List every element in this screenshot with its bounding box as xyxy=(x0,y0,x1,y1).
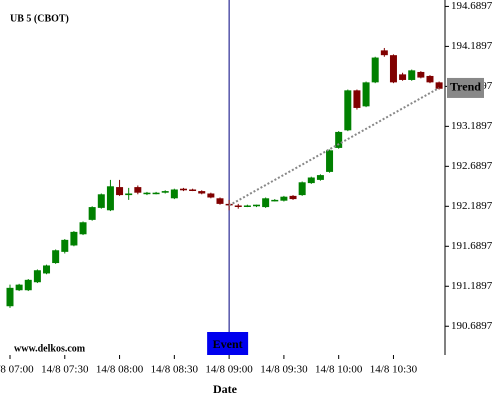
candle-body xyxy=(380,50,388,56)
candle-body xyxy=(33,270,41,283)
candle-body xyxy=(234,205,242,207)
candle-body xyxy=(408,70,416,80)
candle-body xyxy=(143,192,151,195)
candle-body xyxy=(307,177,315,184)
candle-body xyxy=(161,191,169,193)
candle-body xyxy=(353,90,361,108)
candle-body xyxy=(125,193,133,196)
event-label: Event xyxy=(213,337,243,351)
candle-body xyxy=(289,195,297,200)
candle-body xyxy=(189,189,197,191)
candle-body xyxy=(70,231,78,246)
candle-body xyxy=(170,189,178,199)
trend-line xyxy=(228,87,440,207)
y-tick-label: 192.6897 xyxy=(451,160,493,172)
candle-body xyxy=(179,188,187,191)
y-tick-label: 194.6897 xyxy=(451,0,493,12)
x-tick-label: 14/8 08:30 xyxy=(151,364,199,376)
candle-body xyxy=(43,265,51,274)
candle-body xyxy=(24,279,32,291)
candle-body xyxy=(344,90,352,131)
x-tick-label: 14/8 09:00 xyxy=(205,364,253,376)
candle-body xyxy=(435,82,443,89)
y-tick-label: 193.1897 xyxy=(451,120,493,132)
candle-body xyxy=(15,284,23,291)
candle-body xyxy=(243,205,251,207)
candle-body xyxy=(6,287,14,307)
candle-body xyxy=(298,182,306,196)
candle-body xyxy=(61,239,69,252)
x-tick-label: 14/8 10:30 xyxy=(370,364,418,376)
candle-body xyxy=(280,196,288,201)
candle-body xyxy=(52,250,60,264)
x-tick-label: 14/8 10:00 xyxy=(315,364,363,376)
candle-body xyxy=(371,57,379,83)
candle-body xyxy=(362,82,370,107)
y-tick-label: 191.1897 xyxy=(451,280,493,292)
candle-body xyxy=(271,199,279,202)
x-axis-label: Date xyxy=(213,382,238,396)
watermark: www.delkos.com xyxy=(14,343,86,354)
candle-body xyxy=(198,191,206,194)
candle-body xyxy=(134,187,142,193)
y-tick-label: 192.1897 xyxy=(451,200,493,212)
candle-body xyxy=(116,187,124,196)
candle-body xyxy=(216,198,224,204)
candle-body xyxy=(152,192,160,195)
candle-body xyxy=(253,204,261,207)
candle-body xyxy=(97,194,105,208)
candle-body xyxy=(106,186,114,211)
candle-body xyxy=(316,175,324,180)
x-tick-label: 14/8 08:00 xyxy=(96,364,144,376)
y-tick-label: 194.1897 xyxy=(451,40,493,52)
x-tick-label: 14/8 09:30 xyxy=(260,364,308,376)
candle-body xyxy=(79,222,87,235)
trend-label: Trend xyxy=(450,80,481,94)
trend-label-box xyxy=(447,77,484,98)
candle-body xyxy=(426,75,434,83)
x-tick-label: 14/8 07:30 xyxy=(41,364,89,376)
event-label-box xyxy=(207,332,249,355)
candle-body xyxy=(207,193,215,198)
candle-body xyxy=(335,131,343,148)
y-tick-label: 191.6897 xyxy=(451,240,493,252)
candle-body xyxy=(417,71,425,78)
x-tick-label: 14/8 07:00 xyxy=(0,364,34,376)
y-tick-label: 190.6897 xyxy=(451,320,493,332)
candle-body xyxy=(88,207,96,220)
candle-body xyxy=(262,198,270,208)
candle-body xyxy=(399,74,407,80)
candle-body xyxy=(326,150,334,172)
candle-body xyxy=(389,55,397,83)
chart-title: UB 5 (CBOT) xyxy=(10,13,69,24)
